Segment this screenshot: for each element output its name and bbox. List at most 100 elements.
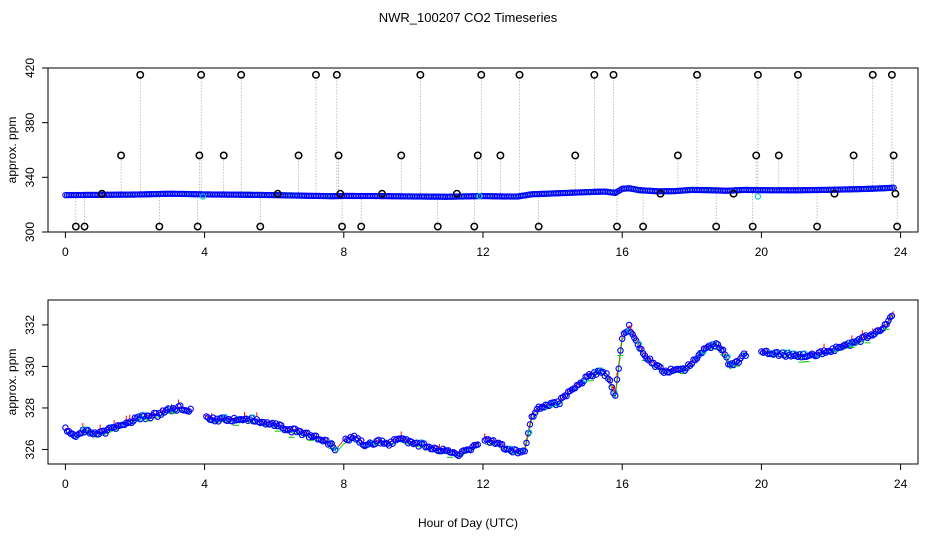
series-point-primary bbox=[645, 356, 652, 364]
series-point-primary bbox=[77, 430, 85, 437]
series-point-primary bbox=[611, 392, 619, 399]
flagged-point bbox=[334, 151, 343, 160]
series-point-primary bbox=[467, 446, 475, 454]
series-point-primary bbox=[728, 360, 736, 367]
series-point-alternate bbox=[725, 353, 731, 360]
x-tick-label: 16 bbox=[616, 477, 630, 491]
series-point-primary bbox=[319, 438, 327, 445]
series-point-primary bbox=[526, 421, 534, 428]
flagged-point bbox=[830, 189, 839, 198]
series-point-primary bbox=[62, 424, 69, 431]
flagged-point bbox=[849, 151, 858, 160]
series-point-primary bbox=[819, 350, 826, 358]
series-point-alternate bbox=[527, 429, 533, 435]
flagged-point bbox=[155, 222, 164, 231]
flagged-point bbox=[197, 70, 206, 79]
series-point-primary bbox=[312, 432, 320, 440]
series-point-primary bbox=[707, 344, 715, 352]
series-point-primary bbox=[617, 347, 624, 354]
x-tick-label: 0 bbox=[62, 477, 69, 491]
flagged-point bbox=[273, 189, 282, 198]
series-point-primary bbox=[399, 435, 407, 442]
data-points bbox=[62, 312, 896, 460]
series-lines bbox=[65, 311, 894, 457]
data-points bbox=[62, 70, 902, 231]
series-point-primary bbox=[605, 375, 612, 383]
flagged-point bbox=[693, 70, 701, 79]
series-point-primary bbox=[693, 355, 701, 362]
series-point-primary bbox=[742, 352, 749, 360]
flagged-point bbox=[336, 189, 345, 198]
series-point-primary bbox=[293, 428, 301, 436]
y-tick-label: 332 bbox=[23, 315, 37, 335]
series-point-primary bbox=[883, 321, 890, 328]
flagged-point bbox=[889, 151, 898, 160]
series-point-primary bbox=[589, 372, 596, 380]
y-tick-label: 380 bbox=[23, 112, 37, 132]
flagged-point bbox=[729, 189, 738, 198]
series-point-primary bbox=[665, 369, 673, 376]
flagged-point bbox=[294, 151, 303, 160]
series-point-alternate bbox=[333, 446, 340, 452]
series-point-primary bbox=[537, 405, 544, 412]
series-point-primary bbox=[613, 376, 621, 383]
flagged-point bbox=[515, 70, 524, 79]
flagged-point bbox=[887, 70, 896, 79]
x-tick-label: 24 bbox=[894, 477, 908, 491]
flagged-point bbox=[891, 189, 900, 198]
series-point-alternate bbox=[598, 367, 604, 373]
series-point-primary bbox=[328, 440, 335, 447]
series-point-primary bbox=[655, 362, 662, 370]
flagged-point bbox=[534, 222, 543, 231]
series-point-primary bbox=[523, 439, 530, 447]
series-point-primary bbox=[864, 334, 871, 342]
series-point-primary bbox=[531, 409, 539, 416]
series-point-primary bbox=[176, 402, 184, 409]
flagged-point bbox=[590, 70, 599, 79]
series-point-primary bbox=[704, 343, 711, 351]
plot-frame bbox=[47, 67, 919, 233]
flagged-point bbox=[378, 189, 387, 198]
flagged-point bbox=[433, 222, 442, 231]
flagged-point bbox=[477, 70, 486, 79]
series-point-primary bbox=[403, 436, 410, 443]
series-point-primary bbox=[606, 377, 614, 384]
series-point-alternate bbox=[791, 350, 797, 356]
axis-ticks: 0 4 8 12 16 20 24 300 340 380 420 bbox=[23, 58, 908, 259]
series-point-primary bbox=[886, 314, 894, 321]
series-point-primary bbox=[608, 383, 616, 391]
flagged-point bbox=[753, 70, 762, 79]
panel-full-range: 0 4 8 12 16 20 24 300 340 380 420 approx. ppm bbox=[5, 58, 919, 259]
flagged-point bbox=[893, 222, 902, 231]
series-point-primary bbox=[474, 441, 482, 448]
flagged-point bbox=[117, 151, 126, 160]
x-tick-label: 12 bbox=[476, 477, 490, 491]
flagged-point bbox=[571, 151, 580, 160]
flagged-point bbox=[470, 222, 479, 231]
flagged-point bbox=[397, 151, 406, 160]
series-point-primary bbox=[298, 431, 306, 439]
series-point-primary bbox=[203, 413, 210, 420]
flagged-point bbox=[656, 189, 665, 198]
series-point-primary bbox=[657, 363, 664, 371]
series-point-primary bbox=[556, 400, 563, 408]
flagged-point bbox=[136, 70, 145, 79]
x-tick-label: 0 bbox=[62, 245, 69, 259]
flagged-point bbox=[357, 222, 366, 231]
series-point-primary bbox=[128, 419, 135, 427]
series-point-primary bbox=[643, 355, 650, 362]
x-tick-label: 8 bbox=[340, 245, 347, 259]
series-point-primary bbox=[521, 447, 529, 455]
x-tick-label: 16 bbox=[616, 245, 630, 259]
series-point-primary bbox=[575, 381, 582, 388]
y-tick-label: 328 bbox=[23, 398, 37, 418]
series-point-alternate bbox=[781, 348, 787, 355]
series-point-primary bbox=[375, 436, 382, 444]
flagged-point bbox=[712, 222, 721, 231]
y-tick-label: 326 bbox=[23, 439, 37, 459]
series-point-primary bbox=[385, 442, 393, 449]
series-point-primary bbox=[853, 337, 861, 344]
series-point-primary bbox=[827, 348, 835, 356]
x-tick-label: 24 bbox=[894, 245, 908, 259]
